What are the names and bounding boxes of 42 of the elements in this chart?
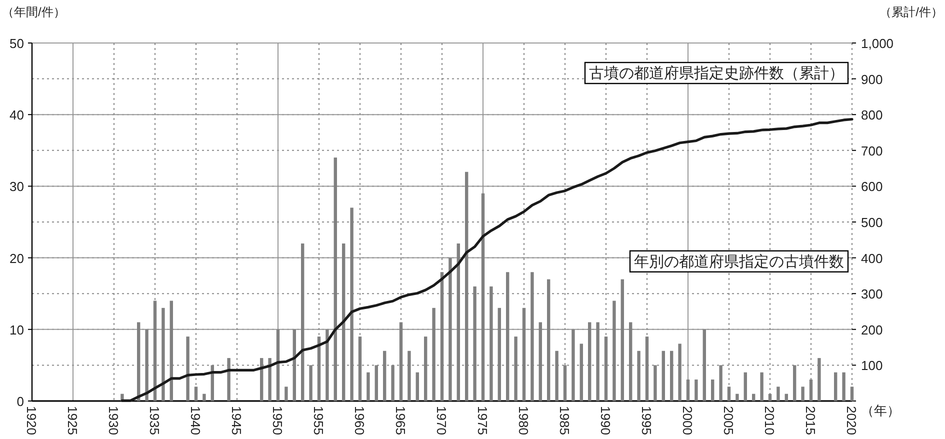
x-tick-label: 1935	[147, 406, 162, 435]
x-tick-label: 1995	[639, 406, 654, 435]
y2-tick-label: 1,000	[861, 36, 894, 51]
x-tick-label: 1965	[393, 406, 408, 435]
x-tick-label: 1955	[311, 406, 326, 435]
x-tick-label: 1985	[557, 406, 572, 435]
y2-tick-label: 600	[861, 179, 883, 194]
x-tick-label: 2010	[762, 406, 777, 435]
y-tick-label: 10	[10, 322, 24, 338]
x-tick-label: 1960	[352, 406, 367, 435]
x-tick-label: 1970	[434, 406, 449, 435]
x-tick-label: 1990	[598, 406, 613, 435]
x-tick-label: 2000	[680, 406, 695, 435]
x-tick-label: 1975	[475, 406, 490, 435]
y2-tick-label: 200	[861, 322, 883, 338]
y-tick-label: 50	[10, 36, 24, 51]
y-tick-label: 30	[10, 179, 24, 194]
x-tick-label: 1920	[24, 406, 39, 435]
y2-tick-label: 500	[861, 215, 883, 230]
x-tick-label: 1980	[516, 406, 531, 435]
y2-tick-label: 800	[861, 108, 883, 123]
x-tick-label: 1925	[65, 406, 80, 435]
x-tick-label: 1930	[106, 406, 121, 435]
y-axis-title: （年間/件）	[2, 5, 66, 19]
x-tick-label: 1950	[270, 406, 285, 435]
x-tick-label: 2015	[803, 406, 818, 435]
y-tick-label: 40	[10, 108, 24, 123]
y2-tick-label: 300	[861, 286, 883, 302]
x-tick-label: 1940	[188, 406, 203, 435]
y2-tick-label: 100	[861, 358, 883, 374]
y2-tick-label: 900	[861, 72, 883, 87]
y2-tick-label: 700	[861, 143, 883, 158]
x-tick-label: 2005	[721, 406, 736, 435]
y-tick-label: 0	[16, 394, 24, 409]
text: 古墳の都道府県指定史跡件数（累計）	[589, 65, 844, 82]
x-axis-title: （年）	[861, 403, 900, 418]
series-label: 年別の都道府県指定の古墳件数	[634, 253, 844, 270]
y-tick-label: 20	[10, 250, 24, 266]
x-tick-label: 2020	[844, 406, 859, 435]
y2-tick-label: 400	[861, 250, 883, 266]
x-tick-label: 1945	[229, 406, 244, 435]
y2-axis-title: （累計/件）	[880, 5, 943, 19]
